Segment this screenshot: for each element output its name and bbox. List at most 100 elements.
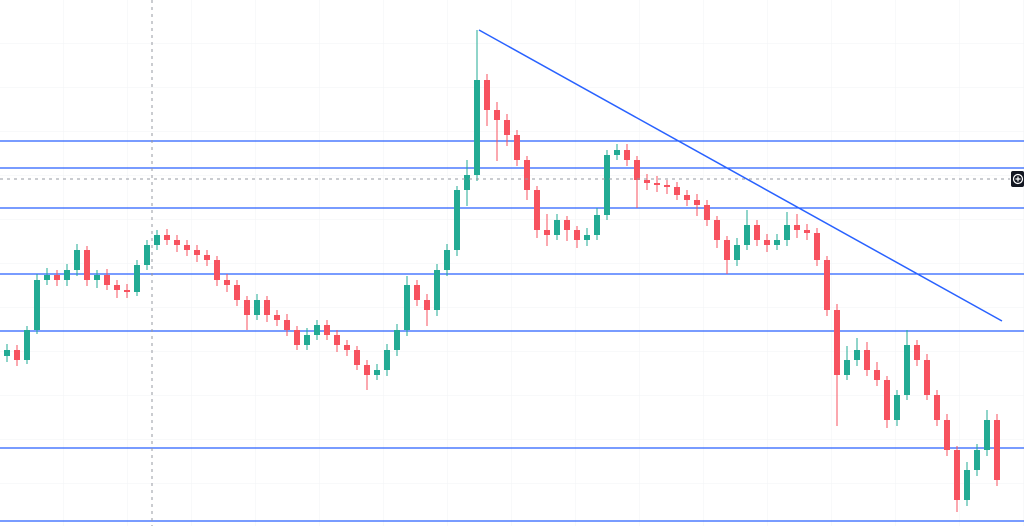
candle-body (444, 250, 450, 270)
candle-body (394, 330, 400, 350)
candle-body (424, 300, 430, 310)
candle-body (214, 260, 220, 280)
candle-body (194, 250, 200, 255)
candle-body (524, 160, 530, 190)
candle-body (684, 195, 690, 200)
candle-body (744, 225, 750, 245)
candle-body (974, 450, 980, 470)
candle-body (714, 220, 720, 240)
candle-body (884, 380, 890, 420)
candle-body (334, 335, 340, 345)
candle-body (734, 245, 740, 260)
candle-body (384, 350, 390, 370)
candle-body (264, 300, 270, 315)
candle-body (754, 225, 760, 240)
candle-body (184, 245, 190, 250)
candle-body (74, 250, 80, 270)
candle-body (824, 260, 830, 310)
candle-body (174, 240, 180, 245)
candle-body (434, 270, 440, 310)
candle-body (324, 325, 330, 335)
candle-body (894, 395, 900, 420)
candle-body (964, 470, 970, 500)
candle-body (554, 220, 560, 235)
candle-body (364, 365, 370, 375)
add-icon-plus[interactable] (1015, 176, 1021, 182)
candle-body (494, 110, 500, 120)
candle-body (134, 265, 140, 292)
candle-body (54, 275, 60, 280)
candle-body (934, 395, 940, 420)
candle-body (564, 220, 570, 230)
candle-body (854, 350, 860, 360)
candle-body (44, 275, 50, 280)
candle-body (774, 240, 780, 245)
candle-body (284, 320, 290, 330)
candle-body (704, 205, 710, 220)
candle-body (474, 80, 480, 175)
candle-body (304, 335, 310, 345)
candle-body (274, 315, 280, 320)
candle-body (664, 185, 670, 187)
candle-body (234, 285, 240, 300)
candle-body (244, 300, 250, 315)
candle-body (114, 285, 120, 290)
candle-body (874, 370, 880, 380)
candle-body (644, 180, 650, 183)
candle-body (84, 250, 90, 280)
candle-body (404, 285, 410, 330)
candle-body (614, 150, 620, 155)
candle-body (344, 345, 350, 350)
candle-body (944, 420, 950, 450)
candle-body (64, 270, 70, 280)
candle-body (794, 225, 800, 230)
candle-body (574, 230, 580, 240)
candle-body (994, 420, 1000, 480)
candle-body (4, 350, 10, 356)
candle-body (374, 370, 380, 375)
candle-body (164, 235, 170, 240)
candle-body (504, 120, 510, 135)
add-button[interactable] (1011, 171, 1024, 187)
candle-body (544, 230, 550, 235)
candle-body (204, 255, 210, 260)
candle-body (984, 420, 990, 450)
candle-body (14, 350, 20, 360)
candle-body (764, 240, 770, 245)
candle-body (834, 310, 840, 375)
candle-body (784, 225, 790, 240)
add-icon[interactable] (1012, 173, 1024, 185)
candle-body (484, 80, 490, 110)
candle-body (534, 190, 540, 230)
candle-body (694, 200, 700, 205)
candle-body (154, 235, 160, 245)
candle-body (904, 345, 910, 395)
candle-body (654, 183, 660, 185)
candle-body (914, 345, 920, 360)
candle-body (104, 275, 110, 285)
candle-body (144, 245, 150, 265)
candle-body (954, 450, 960, 500)
candle-body (414, 285, 420, 300)
candle-body (454, 190, 460, 250)
candle-body (604, 155, 610, 215)
candle-body (514, 135, 520, 160)
candle-body (634, 160, 640, 180)
candle-body (254, 300, 260, 315)
candle-body (94, 275, 100, 280)
candle-body (314, 325, 320, 335)
candle-body (294, 330, 300, 345)
candle-body (814, 233, 820, 260)
candle-body (864, 350, 870, 370)
candle-body (624, 150, 630, 160)
candle-body (674, 187, 680, 195)
candle-body (124, 290, 130, 292)
candle-body (24, 330, 30, 360)
candle-body (224, 280, 230, 285)
candle-body (584, 235, 590, 240)
candle-body (804, 230, 810, 233)
trend-line (478, 29, 1003, 322)
